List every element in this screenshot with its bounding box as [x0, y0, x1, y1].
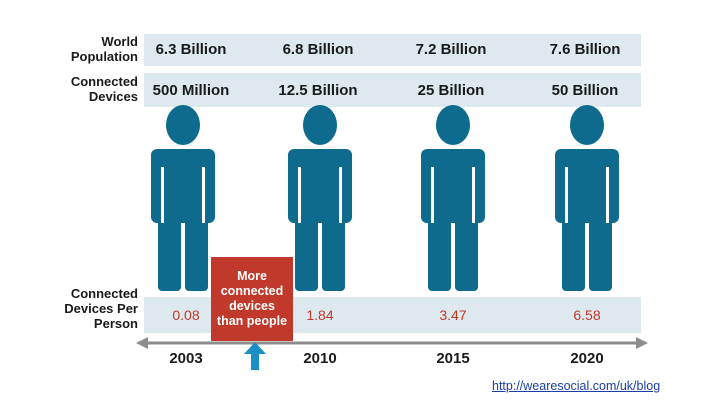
row-label-text: World Population [70, 34, 138, 64]
year-label-2010: 2010 [303, 350, 337, 367]
person-icon [555, 105, 619, 291]
population-value-2010: 6.8 Billion [282, 41, 354, 58]
population-band [144, 34, 641, 66]
row-label-devices: Connected Devices [40, 74, 138, 104]
ratio-value-2015: 3.47 [439, 307, 467, 323]
devices-value-2003: 500 Million [152, 82, 230, 99]
source-link[interactable]: http://wearesocial.com/uk/blog [492, 379, 661, 393]
row-label-text: Connected Devices Per Person [64, 286, 138, 331]
ratio-value-2020: 6.58 [573, 307, 601, 323]
year-label-2015: 2015 [436, 350, 470, 367]
ratio-value-2003: 0.08 [172, 307, 200, 323]
person-icon [421, 105, 485, 291]
devices-value-2010: 12.5 Billion [278, 82, 358, 99]
ratio-value-2010: 1.84 [306, 307, 334, 323]
row-label-text: Connected Devices [70, 74, 138, 104]
devices-band [144, 73, 641, 107]
crossover-callout: More connected devices than people [211, 257, 293, 341]
callout-text: More connected devices than people [216, 269, 288, 328]
population-value-2003: 6.3 Billion [155, 41, 227, 58]
person-icon [288, 105, 352, 291]
up-arrow-icon [244, 342, 266, 370]
row-label-population: World Population [40, 34, 138, 64]
timeline-arrow-icon [136, 337, 648, 349]
devices-value-2020: 50 Billion [551, 82, 619, 99]
devices-value-2015: 25 Billion [417, 82, 485, 99]
person-icon [151, 105, 215, 291]
year-label-2020: 2020 [570, 350, 604, 367]
year-label-2003: 2003 [169, 350, 203, 367]
population-value-2020: 7.6 Billion [549, 41, 621, 58]
population-value-2015: 7.2 Billion [415, 41, 487, 58]
row-label-per-person: Connected Devices Per Person [40, 286, 138, 331]
